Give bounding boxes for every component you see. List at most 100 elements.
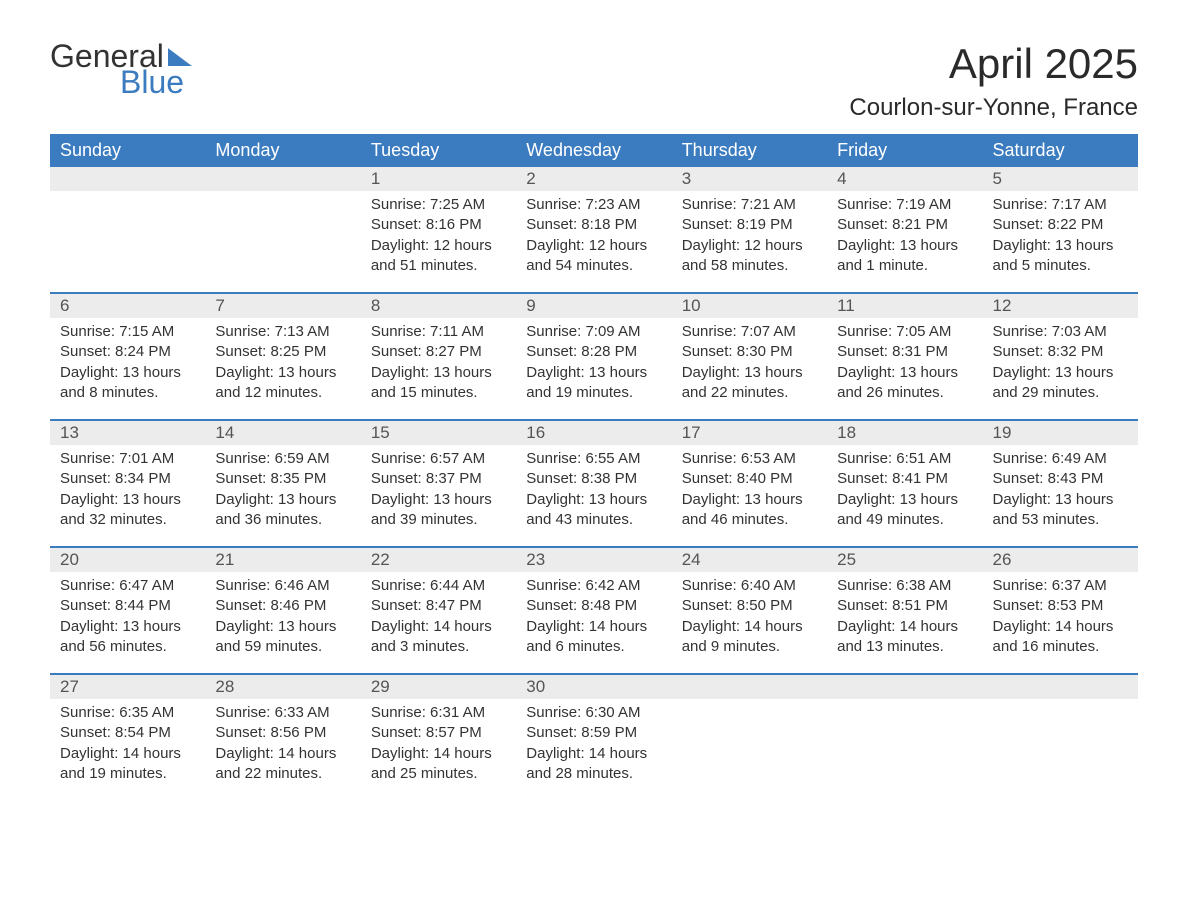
day-cell: Sunrise: 7:15 AMSunset: 8:24 PMDaylight:… <box>50 318 205 419</box>
day1-text: Daylight: 14 hours <box>837 617 972 637</box>
sunrise-text: Sunrise: 6:47 AM <box>60 576 195 596</box>
day-number <box>205 167 360 191</box>
day-number: 24 <box>672 548 827 572</box>
day2-text: and 6 minutes. <box>526 637 661 657</box>
day1-text: Daylight: 13 hours <box>682 490 817 510</box>
day2-text: and 19 minutes. <box>526 383 661 403</box>
day-cell: Sunrise: 7:07 AMSunset: 8:30 PMDaylight:… <box>672 318 827 419</box>
day2-text: and 36 minutes. <box>215 510 350 530</box>
dow-thursday: Thursday <box>672 134 827 167</box>
sunset-text: Sunset: 8:48 PM <box>526 596 661 616</box>
day-number: 18 <box>827 421 982 445</box>
day-number: 9 <box>516 294 671 318</box>
sunrise-text: Sunrise: 7:03 AM <box>993 322 1128 342</box>
day1-text: Daylight: 12 hours <box>682 236 817 256</box>
day1-text: Daylight: 13 hours <box>526 490 661 510</box>
day-number: 30 <box>516 675 671 699</box>
day2-text: and 12 minutes. <box>215 383 350 403</box>
day-number: 15 <box>361 421 516 445</box>
day-of-week-header: Sunday Monday Tuesday Wednesday Thursday… <box>50 134 1138 167</box>
day-cell: Sunrise: 6:53 AMSunset: 8:40 PMDaylight:… <box>672 445 827 546</box>
day-number: 22 <box>361 548 516 572</box>
sunset-text: Sunset: 8:30 PM <box>682 342 817 362</box>
day-cell: Sunrise: 7:05 AMSunset: 8:31 PMDaylight:… <box>827 318 982 419</box>
day2-text: and 29 minutes. <box>993 383 1128 403</box>
day-cell: Sunrise: 7:23 AMSunset: 8:18 PMDaylight:… <box>516 191 671 292</box>
day-number <box>827 675 982 699</box>
day2-text: and 13 minutes. <box>837 637 972 657</box>
day1-text: Daylight: 14 hours <box>993 617 1128 637</box>
sunrise-text: Sunrise: 6:37 AM <box>993 576 1128 596</box>
day-number: 26 <box>983 548 1138 572</box>
day-number: 1 <box>361 167 516 191</box>
day-cell: Sunrise: 6:46 AMSunset: 8:46 PMDaylight:… <box>205 572 360 673</box>
day-cell: Sunrise: 7:17 AMSunset: 8:22 PMDaylight:… <box>983 191 1138 292</box>
day-cell <box>983 699 1138 800</box>
dow-wednesday: Wednesday <box>516 134 671 167</box>
day2-text: and 51 minutes. <box>371 256 506 276</box>
day2-text: and 22 minutes. <box>215 764 350 784</box>
day-cell: Sunrise: 7:21 AMSunset: 8:19 PMDaylight:… <box>672 191 827 292</box>
sunrise-text: Sunrise: 6:40 AM <box>682 576 817 596</box>
day-cell <box>672 699 827 800</box>
day-number: 19 <box>983 421 1138 445</box>
day-number: 16 <box>516 421 671 445</box>
day-number: 14 <box>205 421 360 445</box>
dow-monday: Monday <box>205 134 360 167</box>
sunrise-text: Sunrise: 7:23 AM <box>526 195 661 215</box>
day1-text: Daylight: 13 hours <box>215 617 350 637</box>
day-cell: Sunrise: 6:33 AMSunset: 8:56 PMDaylight:… <box>205 699 360 800</box>
sunrise-text: Sunrise: 7:25 AM <box>371 195 506 215</box>
sunset-text: Sunset: 8:16 PM <box>371 215 506 235</box>
day2-text: and 53 minutes. <box>993 510 1128 530</box>
day1-text: Daylight: 13 hours <box>215 490 350 510</box>
sunset-text: Sunset: 8:46 PM <box>215 596 350 616</box>
day-number: 8 <box>361 294 516 318</box>
day-number: 6 <box>50 294 205 318</box>
weeks-container: 12345Sunrise: 7:25 AMSunset: 8:16 PMDayl… <box>50 167 1138 800</box>
sunrise-text: Sunrise: 6:31 AM <box>371 703 506 723</box>
sunrise-text: Sunrise: 7:13 AM <box>215 322 350 342</box>
day-cell: Sunrise: 6:55 AMSunset: 8:38 PMDaylight:… <box>516 445 671 546</box>
sunrise-text: Sunrise: 6:35 AM <box>60 703 195 723</box>
day-cell: Sunrise: 6:44 AMSunset: 8:47 PMDaylight:… <box>361 572 516 673</box>
day1-text: Daylight: 14 hours <box>371 617 506 637</box>
day2-text: and 43 minutes. <box>526 510 661 530</box>
day-cell: Sunrise: 6:49 AMSunset: 8:43 PMDaylight:… <box>983 445 1138 546</box>
week-content-row: Sunrise: 7:15 AMSunset: 8:24 PMDaylight:… <box>50 318 1138 419</box>
day2-text: and 56 minutes. <box>60 637 195 657</box>
week-content-row: Sunrise: 7:25 AMSunset: 8:16 PM Daylight:… <box>50 191 1138 292</box>
day-cell <box>205 191 360 292</box>
sunrise-text: Sunrise: 7:17 AM <box>993 195 1128 215</box>
day-cell: Sunrise: 6:51 AMSunset: 8:41 PMDaylight:… <box>827 445 982 546</box>
day1-text: Daylight: 13 hours <box>993 490 1128 510</box>
day-number <box>50 167 205 191</box>
day-number-row: 27282930 <box>50 673 1138 699</box>
day2-text: and 1 minute. <box>837 256 972 276</box>
day-number <box>983 675 1138 699</box>
sunset-text: Sunset: 8:21 PM <box>837 215 972 235</box>
day2-text: and 8 minutes. <box>60 383 195 403</box>
day1-text: Daylight: 13 hours <box>682 363 817 383</box>
sunrise-text: Sunrise: 7:21 AM <box>682 195 817 215</box>
sunrise-text: Sunrise: 6:42 AM <box>526 576 661 596</box>
day-number: 28 <box>205 675 360 699</box>
sunrise-text: Sunrise: 6:51 AM <box>837 449 972 469</box>
day2-text: and 59 minutes. <box>215 637 350 657</box>
day2-text: and 19 minutes. <box>60 764 195 784</box>
day1-text: Daylight: 14 hours <box>682 617 817 637</box>
day1-text: Daylight: 12 hours <box>526 236 661 256</box>
day-number: 29 <box>361 675 516 699</box>
day2-text: and 9 minutes. <box>682 637 817 657</box>
day1-text: Daylight: 13 hours <box>993 236 1128 256</box>
sunrise-text: Sunrise: 6:30 AM <box>526 703 661 723</box>
day-number: 13 <box>50 421 205 445</box>
sunset-text: Sunset: 8:47 PM <box>371 596 506 616</box>
day1-text: Daylight: 13 hours <box>215 363 350 383</box>
sunset-text: Sunset: 8:22 PM <box>993 215 1128 235</box>
day2-text: and 49 minutes. <box>837 510 972 530</box>
sunset-text: Sunset: 8:24 PM <box>60 342 195 362</box>
logo-triangle-icon <box>168 48 192 66</box>
day1-text: Daylight: 14 hours <box>215 744 350 764</box>
day2-text: and 32 minutes. <box>60 510 195 530</box>
